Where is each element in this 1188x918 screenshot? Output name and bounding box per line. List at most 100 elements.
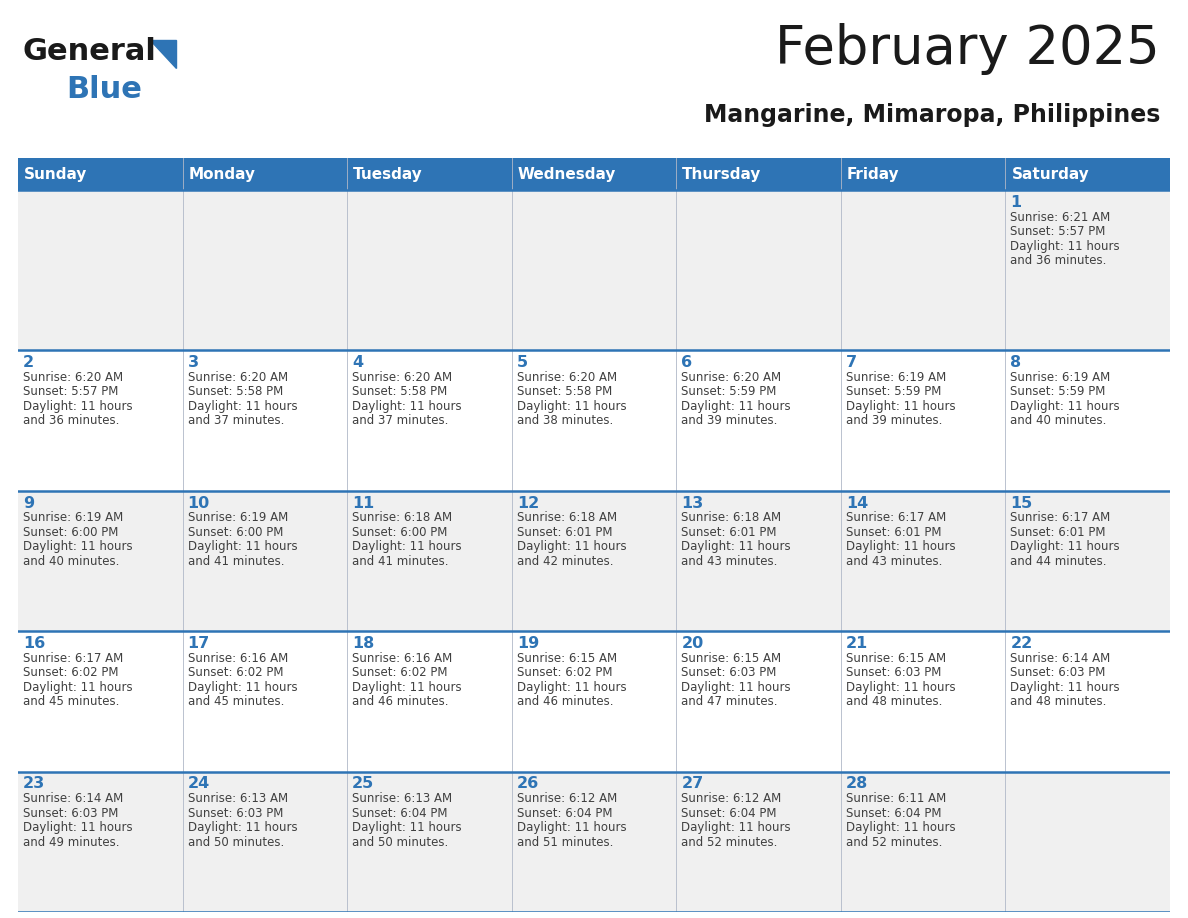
Text: Daylight: 11 hours: Daylight: 11 hours [188, 821, 297, 834]
Text: 1: 1 [1011, 195, 1022, 210]
Text: Sunday: Sunday [24, 166, 88, 182]
Text: 21: 21 [846, 636, 868, 651]
Text: 11: 11 [352, 496, 374, 510]
Text: Sunset: 6:03 PM: Sunset: 6:03 PM [1011, 666, 1106, 679]
Text: Thursday: Thursday [682, 166, 762, 182]
Text: Sunrise: 6:16 AM: Sunrise: 6:16 AM [188, 652, 287, 665]
Text: Sunrise: 6:18 AM: Sunrise: 6:18 AM [517, 511, 617, 524]
Text: Sunrise: 6:18 AM: Sunrise: 6:18 AM [681, 511, 782, 524]
Text: Daylight: 11 hours: Daylight: 11 hours [23, 821, 133, 834]
Text: 28: 28 [846, 777, 868, 791]
Text: Sunset: 6:03 PM: Sunset: 6:03 PM [681, 666, 777, 679]
Text: 23: 23 [23, 777, 45, 791]
Text: and 51 minutes.: and 51 minutes. [517, 835, 613, 848]
Text: and 50 minutes.: and 50 minutes. [352, 835, 448, 848]
Text: Daylight: 11 hours: Daylight: 11 hours [352, 821, 462, 834]
Text: Sunset: 6:04 PM: Sunset: 6:04 PM [517, 807, 612, 820]
Text: Sunrise: 6:20 AM: Sunrise: 6:20 AM [352, 371, 453, 384]
Text: Sunrise: 6:11 AM: Sunrise: 6:11 AM [846, 792, 946, 805]
Text: Sunset: 6:04 PM: Sunset: 6:04 PM [681, 807, 777, 820]
Text: Sunset: 6:04 PM: Sunset: 6:04 PM [352, 807, 448, 820]
Text: Sunrise: 6:21 AM: Sunrise: 6:21 AM [1011, 210, 1111, 223]
Text: Sunset: 6:02 PM: Sunset: 6:02 PM [352, 666, 448, 679]
Text: Daylight: 11 hours: Daylight: 11 hours [1011, 399, 1120, 412]
Text: Sunset: 5:59 PM: Sunset: 5:59 PM [1011, 385, 1106, 398]
Text: Sunset: 5:59 PM: Sunset: 5:59 PM [846, 385, 941, 398]
Text: Sunset: 6:00 PM: Sunset: 6:00 PM [23, 525, 119, 539]
Text: Sunset: 6:01 PM: Sunset: 6:01 PM [1011, 525, 1106, 539]
Text: 9: 9 [23, 496, 34, 510]
Bar [18, 190, 1170, 350]
Text: Sunrise: 6:20 AM: Sunrise: 6:20 AM [681, 371, 782, 384]
Text: 18: 18 [352, 636, 374, 651]
Text: 25: 25 [352, 777, 374, 791]
Text: Daylight: 11 hours: Daylight: 11 hours [23, 540, 133, 553]
Text: and 39 minutes.: and 39 minutes. [681, 414, 778, 427]
Text: and 47 minutes.: and 47 minutes. [681, 695, 778, 708]
Text: Daylight: 11 hours: Daylight: 11 hours [681, 540, 791, 553]
Text: and 42 minutes.: and 42 minutes. [517, 554, 613, 567]
Text: Sunrise: 6:14 AM: Sunrise: 6:14 AM [1011, 652, 1111, 665]
Text: and 46 minutes.: and 46 minutes. [517, 695, 613, 708]
Text: Sunrise: 6:13 AM: Sunrise: 6:13 AM [188, 792, 287, 805]
Text: and 38 minutes.: and 38 minutes. [517, 414, 613, 427]
Text: 5: 5 [517, 355, 527, 370]
Text: Daylight: 11 hours: Daylight: 11 hours [517, 680, 626, 693]
Text: 4: 4 [352, 355, 364, 370]
Text: Sunrise: 6:19 AM: Sunrise: 6:19 AM [188, 511, 287, 524]
Text: Sunrise: 6:17 AM: Sunrise: 6:17 AM [846, 511, 946, 524]
Text: Daylight: 11 hours: Daylight: 11 hours [23, 399, 133, 412]
Text: Sunrise: 6:18 AM: Sunrise: 6:18 AM [352, 511, 453, 524]
Text: 8: 8 [1011, 355, 1022, 370]
Text: Sunrise: 6:19 AM: Sunrise: 6:19 AM [846, 371, 946, 384]
Text: Daylight: 11 hours: Daylight: 11 hours [352, 680, 462, 693]
Text: Sunrise: 6:19 AM: Sunrise: 6:19 AM [1011, 371, 1111, 384]
Text: and 41 minutes.: and 41 minutes. [352, 554, 449, 567]
Text: and 48 minutes.: and 48 minutes. [1011, 695, 1107, 708]
Text: 27: 27 [681, 777, 703, 791]
Text: Sunrise: 6:13 AM: Sunrise: 6:13 AM [352, 792, 453, 805]
Text: 7: 7 [846, 355, 857, 370]
Text: Sunset: 6:00 PM: Sunset: 6:00 PM [352, 525, 448, 539]
Text: Saturday: Saturday [1011, 166, 1089, 182]
Text: Sunset: 6:03 PM: Sunset: 6:03 PM [846, 666, 941, 679]
Text: 26: 26 [517, 777, 539, 791]
Text: Sunset: 5:57 PM: Sunset: 5:57 PM [1011, 225, 1106, 238]
Text: Daylight: 11 hours: Daylight: 11 hours [846, 680, 955, 693]
Text: Sunset: 6:00 PM: Sunset: 6:00 PM [188, 525, 283, 539]
Polygon shape [150, 40, 176, 68]
Text: 22: 22 [1011, 636, 1032, 651]
Text: Daylight: 11 hours: Daylight: 11 hours [352, 540, 462, 553]
Text: 12: 12 [517, 496, 539, 510]
Text: Sunrise: 6:17 AM: Sunrise: 6:17 AM [23, 652, 124, 665]
Text: and 52 minutes.: and 52 minutes. [846, 835, 942, 848]
Text: Daylight: 11 hours: Daylight: 11 hours [188, 399, 297, 412]
Text: and 48 minutes.: and 48 minutes. [846, 695, 942, 708]
Text: Daylight: 11 hours: Daylight: 11 hours [23, 680, 133, 693]
Text: and 43 minutes.: and 43 minutes. [846, 554, 942, 567]
Text: Sunrise: 6:20 AM: Sunrise: 6:20 AM [517, 371, 617, 384]
Text: Sunset: 5:58 PM: Sunset: 5:58 PM [352, 385, 448, 398]
Text: Daylight: 11 hours: Daylight: 11 hours [517, 399, 626, 412]
Text: Sunrise: 6:12 AM: Sunrise: 6:12 AM [681, 792, 782, 805]
Bar [18, 158, 1170, 190]
Text: Sunset: 6:03 PM: Sunset: 6:03 PM [23, 807, 119, 820]
Text: Sunset: 6:04 PM: Sunset: 6:04 PM [846, 807, 941, 820]
Text: Daylight: 11 hours: Daylight: 11 hours [517, 821, 626, 834]
Text: 10: 10 [188, 496, 210, 510]
Text: Sunrise: 6:12 AM: Sunrise: 6:12 AM [517, 792, 617, 805]
Text: Daylight: 11 hours: Daylight: 11 hours [517, 540, 626, 553]
Text: 6: 6 [681, 355, 693, 370]
Text: Daylight: 11 hours: Daylight: 11 hours [681, 680, 791, 693]
Text: Sunrise: 6:15 AM: Sunrise: 6:15 AM [517, 652, 617, 665]
Text: and 46 minutes.: and 46 minutes. [352, 695, 449, 708]
Text: 15: 15 [1011, 496, 1032, 510]
Text: Sunrise: 6:15 AM: Sunrise: 6:15 AM [681, 652, 782, 665]
Text: 13: 13 [681, 496, 703, 510]
Text: Sunset: 5:59 PM: Sunset: 5:59 PM [681, 385, 777, 398]
Text: Daylight: 11 hours: Daylight: 11 hours [846, 821, 955, 834]
Text: Sunrise: 6:20 AM: Sunrise: 6:20 AM [23, 371, 124, 384]
Text: Blue: Blue [67, 75, 141, 105]
Text: Sunset: 6:01 PM: Sunset: 6:01 PM [681, 525, 777, 539]
Text: 17: 17 [188, 636, 210, 651]
